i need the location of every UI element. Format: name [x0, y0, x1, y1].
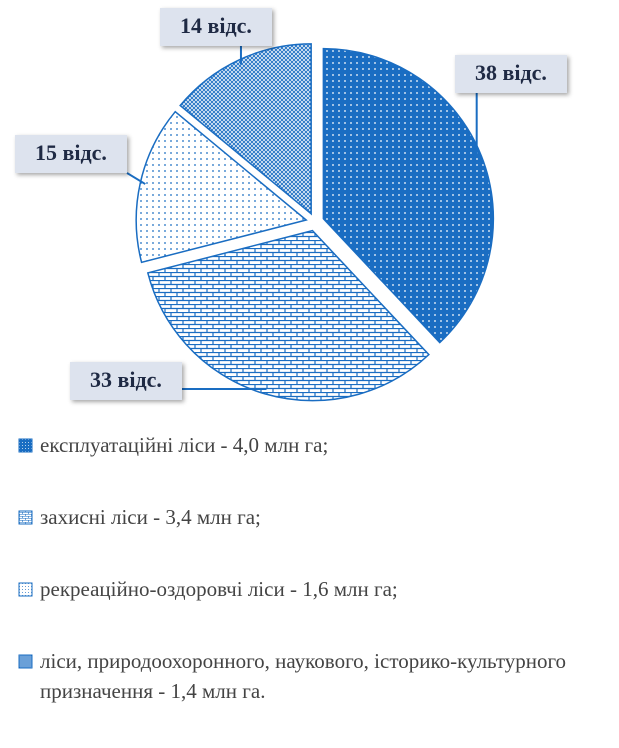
- legend-item: захисні ліси - 3,4 млн га;: [18, 502, 608, 532]
- legend-label: захисні ліси - 3,4 млн га;: [40, 505, 261, 529]
- label-box: [455, 55, 567, 93]
- legend: експлуатаційні ліси - 4,0 млн га; захисні…: [18, 430, 608, 748]
- legend-item: рекреаційно-оздоровчі ліси - 1,6 млн га;: [18, 574, 608, 604]
- legend-item: експлуатаційні ліси - 4,0 млн га;: [18, 430, 608, 460]
- pie-slice: [135, 110, 308, 264]
- legend-label: ліси, природоохоронного, наукового, істо…: [40, 649, 567, 703]
- page: {"chart_data":{"type":"pie", "categories…: [15, 8, 567, 703]
- label-box: [160, 8, 272, 46]
- label-box: [70, 362, 182, 400]
- value-label: 33 відс.: [90, 367, 162, 392]
- pie-slice: [179, 43, 312, 216]
- legend-label: експлуатаційні ліси - 4,0 млн га;: [40, 433, 329, 457]
- legend-swatch: [18, 510, 33, 525]
- value-label: 38 відс.: [475, 60, 547, 85]
- value-label: 14 відс.: [180, 13, 252, 38]
- legend-item: ліси, природоохоронного, наукового, істо…: [18, 646, 608, 706]
- legend-swatch: [18, 438, 33, 453]
- chart: 38 відс. 33 відс. 15 відс. 14 відс.: [15, 8, 567, 402]
- legend-swatch: [18, 654, 33, 669]
- value-label: 15 відс.: [35, 140, 107, 165]
- pie-slice: [146, 229, 430, 402]
- legend-label: рекреаційно-оздоровчі ліси - 1,6 млн га;: [40, 577, 398, 601]
- leader-line: [126, 172, 146, 185]
- label-box: [15, 135, 127, 173]
- legend-swatch: [18, 582, 33, 597]
- pie-slice: [322, 47, 495, 344]
